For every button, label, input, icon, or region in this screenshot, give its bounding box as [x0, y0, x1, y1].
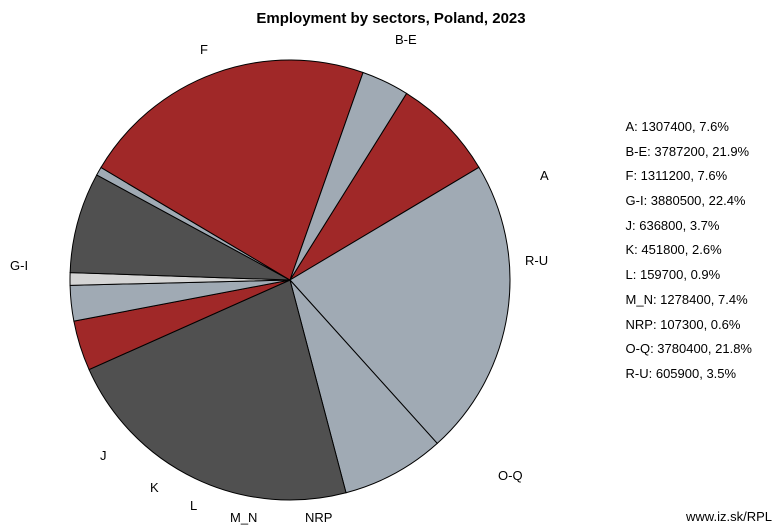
- legend-item: NRP: 107300, 0.6%: [626, 313, 752, 338]
- legend-item: B-E: 3787200, 21.9%: [626, 140, 752, 165]
- slice-label-r-u: R-U: [525, 253, 548, 268]
- slice-label-nrp: NRP: [305, 510, 332, 525]
- chart-container: Employment by sectors, Poland, 2023 A B-E…: [0, 0, 782, 532]
- legend-item: J: 636800, 3.7%: [626, 214, 752, 239]
- slice-label-j: J: [100, 448, 107, 463]
- legend: A: 1307400, 7.6%B-E: 3787200, 21.9%F: 13…: [626, 115, 752, 387]
- pie-chart: [60, 50, 520, 510]
- slice-label-g-i: G-I: [10, 258, 28, 273]
- legend-item: G-I: 3880500, 22.4%: [626, 189, 752, 214]
- legend-item: K: 451800, 2.6%: [626, 238, 752, 263]
- legend-item: R-U: 605900, 3.5%: [626, 362, 752, 387]
- legend-item: F: 1311200, 7.6%: [626, 164, 752, 189]
- slice-label-a: A: [540, 168, 549, 183]
- slice-label-o-q: O-Q: [498, 468, 523, 483]
- source-url: www.iz.sk/RPL: [686, 509, 772, 524]
- chart-title: Employment by sectors, Poland, 2023: [0, 10, 782, 27]
- legend-item: L: 159700, 0.9%: [626, 263, 752, 288]
- legend-item: M_N: 1278400, 7.4%: [626, 288, 752, 313]
- legend-item: O-Q: 3780400, 21.8%: [626, 337, 752, 362]
- legend-item: A: 1307400, 7.6%: [626, 115, 752, 140]
- slice-label-f: F: [200, 42, 208, 57]
- slice-label-m-n: M_N: [230, 510, 257, 525]
- slice-label-l: L: [190, 498, 197, 513]
- slice-label-b-e: B-E: [395, 32, 417, 47]
- slice-label-k: K: [150, 480, 159, 495]
